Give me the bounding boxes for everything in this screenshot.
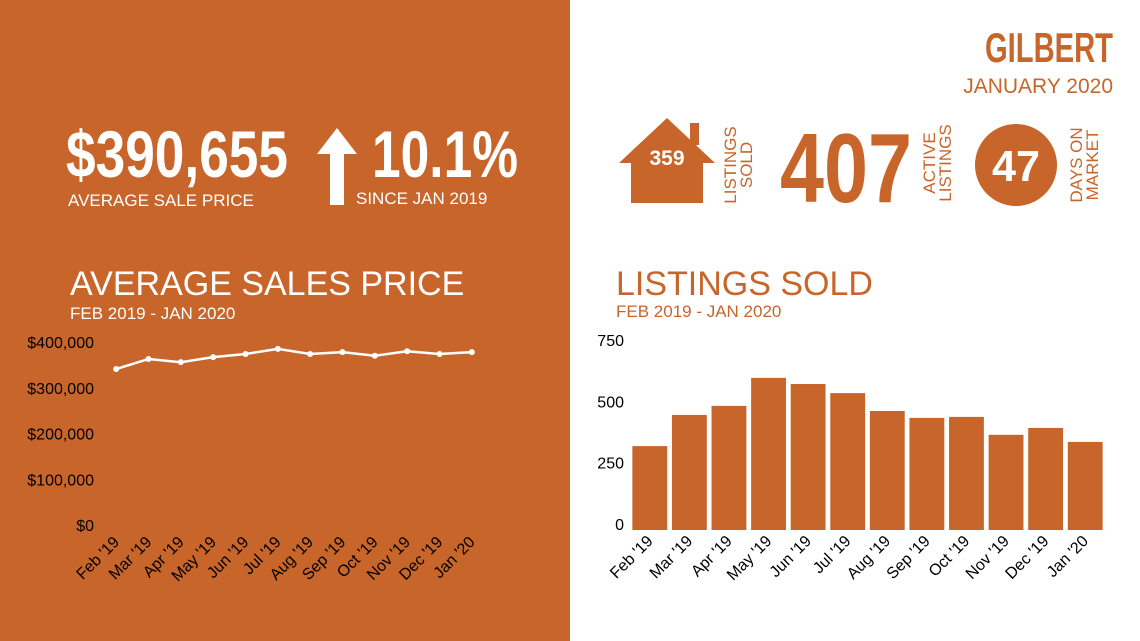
y-tick-label: $0 xyxy=(76,518,94,535)
change-value: 10.1% xyxy=(372,117,518,191)
house-icon xyxy=(619,118,715,203)
average-price-label: AVERAGE SALE PRICE xyxy=(68,191,254,210)
price-line xyxy=(115,347,472,371)
left-panel xyxy=(0,0,570,641)
price-point xyxy=(404,348,411,355)
chart-subtitle: FEB 2019 - JAN 2020 xyxy=(616,302,781,321)
price-point xyxy=(468,349,475,356)
chart-title: LISTINGS SOLD xyxy=(616,265,873,303)
price-point xyxy=(371,352,378,359)
price-point xyxy=(145,355,152,362)
active-listings-value: 407 xyxy=(780,113,912,223)
active-listings-label: LISTINGS xyxy=(936,124,955,201)
listings-sold-value: 359 xyxy=(649,147,684,170)
y-tick-label: 250 xyxy=(597,456,624,473)
bar xyxy=(632,446,668,530)
days-on-market-value: 47 xyxy=(992,142,1040,191)
active-listings-label: ACTIVE xyxy=(920,132,939,193)
y-tick-label: 500 xyxy=(597,394,624,411)
listings-sold-label: LISTINGS xyxy=(721,126,740,203)
price-point xyxy=(307,350,314,357)
report-date: JANUARY 2020 xyxy=(963,75,1113,98)
bar xyxy=(830,393,866,530)
bar xyxy=(1067,441,1103,530)
price-point xyxy=(274,345,281,352)
y-tick-label: 0 xyxy=(615,517,624,534)
days-on-market-label: MARKET xyxy=(1083,130,1102,201)
bar xyxy=(751,377,786,530)
bar xyxy=(909,417,945,530)
bar xyxy=(988,434,1024,530)
listings-sold-label: SOLD xyxy=(737,142,756,188)
house-chimney xyxy=(690,123,699,145)
bar xyxy=(671,414,707,530)
bar xyxy=(949,416,984,530)
bar xyxy=(711,405,747,530)
y-tick-label: $300,000 xyxy=(27,381,94,398)
y-tick-label: $400,000 xyxy=(27,335,94,352)
chart-subtitle: FEB 2019 - JAN 2020 xyxy=(70,304,235,323)
city-title: GILBERT xyxy=(985,24,1113,71)
price-point xyxy=(177,359,184,366)
y-tick-label: 750 xyxy=(597,333,624,350)
bar xyxy=(1028,427,1064,530)
up-arrow xyxy=(317,128,357,205)
price-point xyxy=(339,349,346,356)
bar xyxy=(790,384,826,530)
right-panel xyxy=(570,0,1140,641)
y-tick-label: $100,000 xyxy=(27,472,94,489)
price-point xyxy=(210,354,217,361)
average-price: $390,655 xyxy=(66,117,288,191)
price-point xyxy=(113,366,120,373)
bar xyxy=(869,411,905,530)
days-circle xyxy=(975,124,1057,206)
chart-title: AVERAGE SALES PRICE xyxy=(70,265,464,303)
y-tick-label: $200,000 xyxy=(27,427,94,444)
price-point xyxy=(242,350,249,357)
change-label: SINCE JAN 2019 xyxy=(356,189,487,208)
price-point xyxy=(436,350,443,357)
days-on-market-label: DAYS ON xyxy=(1067,127,1086,202)
